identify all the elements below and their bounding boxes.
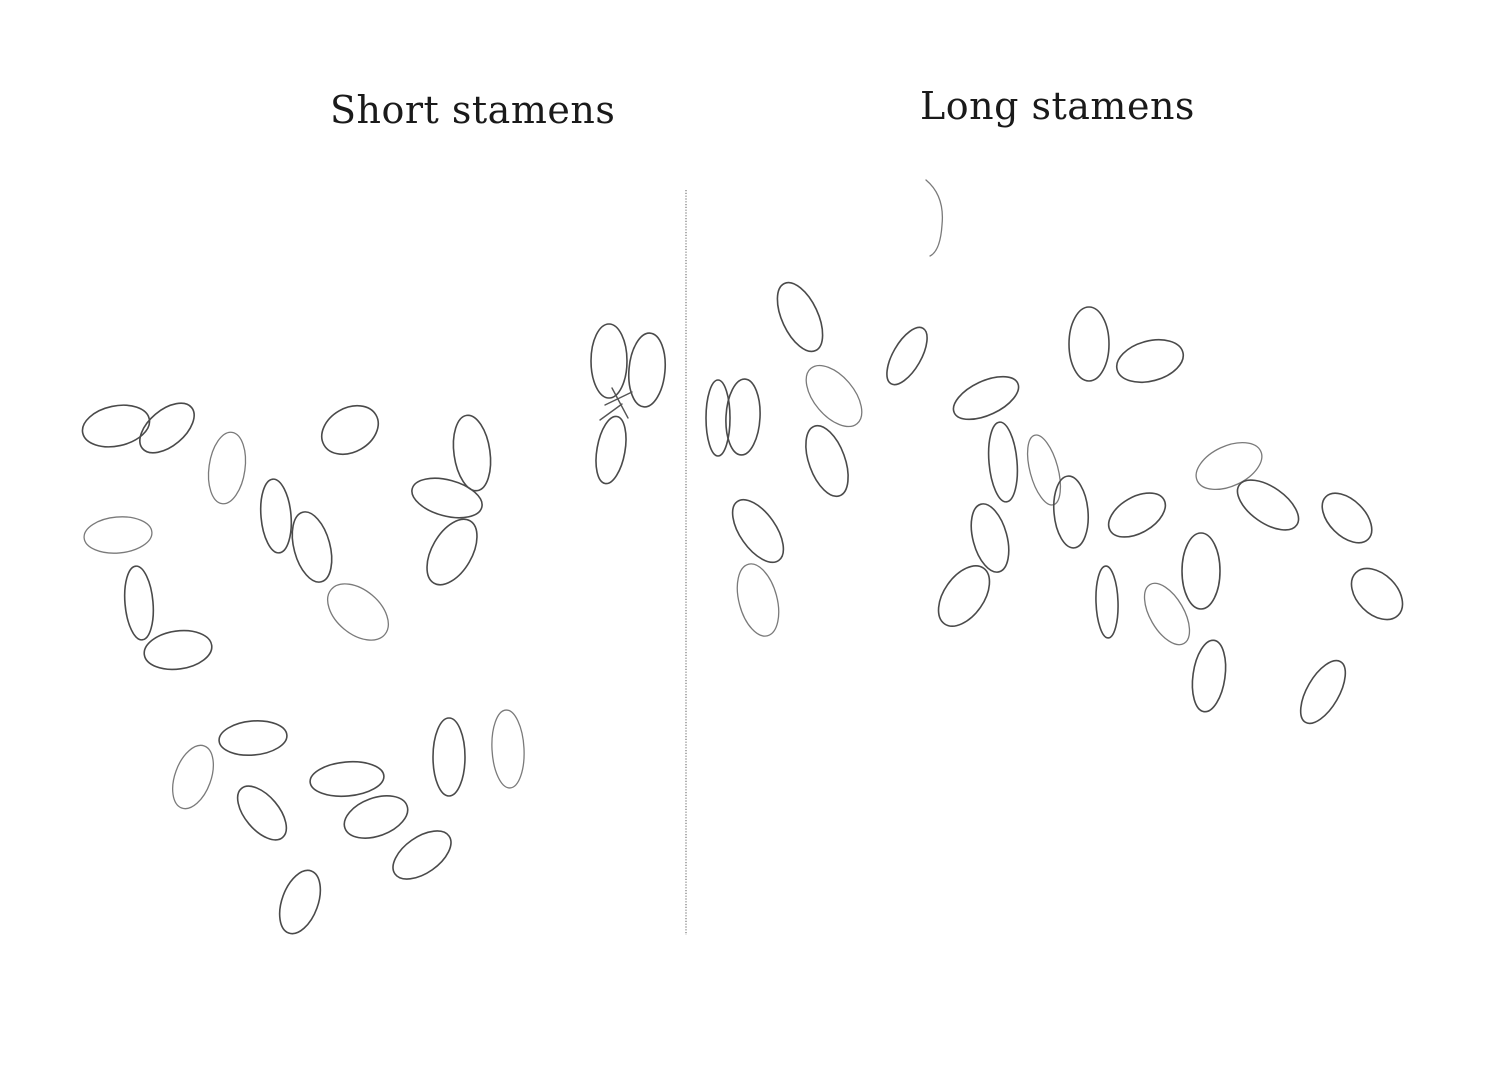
long-stamen-pollen-grain [1299,659,1347,725]
short-stamen-pollen-grain [595,415,627,485]
short-stamen-pollen-grain [327,583,389,641]
long-stamen-pollen-grain [1321,492,1373,544]
short-stamen-pollen-grain [143,629,213,671]
short-stamen-pollen-grain [291,511,333,583]
short-stamen-pollen-grain [491,709,525,789]
long-stamen-pollen-grain [970,503,1010,573]
long-stamen-pollen-grain [805,364,863,428]
long-stamen-pollen-grain [886,326,928,386]
long-stamen-pollen-grain [1195,441,1263,491]
short-stamen-pollen-grain [81,404,151,448]
long-stamen-pollen-grain [705,379,731,457]
long-stamens-panel [705,281,1404,725]
short-stamen-pollen-grain [83,516,153,554]
short-stamen-pollen-grain [392,830,452,880]
long-stamen-pollen-grain [776,281,824,353]
partial-grain-outline [925,179,944,257]
short-stamen-pollen-grain [590,323,628,399]
short-stamen-pollen-grain [123,565,155,641]
long-stamen-pollen-grain [1115,338,1185,384]
short-stamen-pollen-grain [309,760,385,798]
long-stamen-pollen-grain [805,424,849,498]
long-stamen-pollen-grain [1181,532,1221,610]
short-stamen-pollen-grain [278,869,322,935]
short-stamen-pollen-grain [139,402,195,454]
long-stamen-pollen-grain [1143,582,1191,646]
short-stamen-pollen-grain [452,414,492,492]
short-stamens-title: Short stamens [330,88,616,132]
long-stamen-pollen-grain [952,375,1020,421]
long-stamen-pollen-grain [1095,565,1119,639]
short-stamen-pollen-grain [172,744,214,810]
long-stamen-pollen-grain [987,421,1019,503]
long-stamen-pollen-grain [1052,475,1090,549]
long-stamen-pollen-grain [1236,479,1300,531]
long-stamen-pollen-grain [1350,567,1404,621]
short-stamens-panel [81,323,667,935]
long-stamen-pollen-grain [1191,639,1227,713]
long-stamen-pollen-grain [1026,434,1062,506]
long-stamen-pollen-grain [725,378,761,456]
short-stamen-pollen-grain [236,785,288,841]
short-stamen-pollen-grain [259,478,293,554]
long-stamen-pollen-grain [1068,306,1110,382]
long-stamen-pollen-grain [1107,492,1167,538]
short-stamen-pollen-grain [432,717,466,797]
long-stamen-pollen-grain [937,565,991,627]
overlap-mark [599,387,633,421]
short-stamen-pollen-grain [343,795,409,839]
short-stamen-pollen-grain [411,477,483,519]
long-stamens-title: Long stamens [920,84,1195,128]
long-stamen-pollen-grain [736,563,780,637]
short-stamen-pollen-grain [627,332,667,408]
short-stamen-pollen-grain [218,720,288,756]
short-stamen-pollen-grain [320,404,380,456]
short-stamen-pollen-grain [207,431,247,505]
long-stamen-pollen-grain [731,498,785,564]
short-stamen-pollen-grain [426,518,478,586]
